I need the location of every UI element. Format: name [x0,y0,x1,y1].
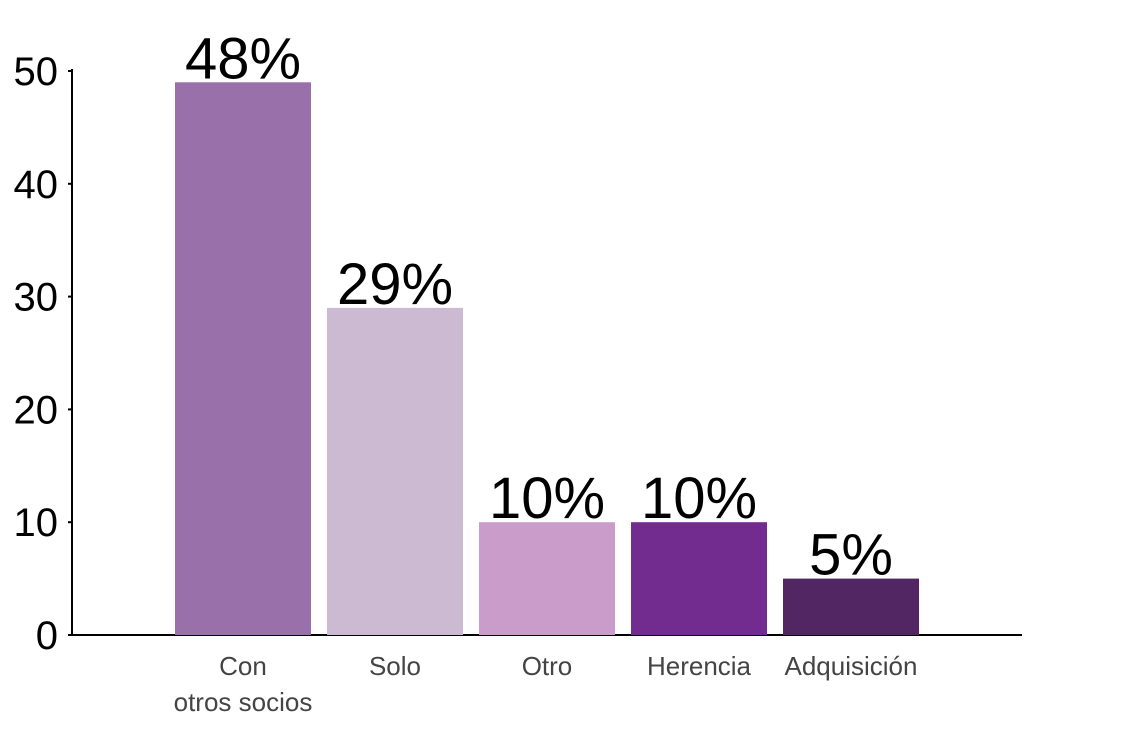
category-label: Con [219,651,267,681]
bar [479,522,615,635]
y-tick-label: 40 [14,163,59,207]
category-label: otros socios [174,687,313,717]
bar [783,578,919,635]
y-tick-label: 10 [14,501,59,545]
bar [631,522,767,635]
y-tick-label: 30 [14,276,59,320]
category-label: Otro [522,651,573,681]
bar [175,82,311,635]
data-label: 10% [489,466,605,531]
y-tick-label: 20 [14,388,59,432]
data-label: 5% [809,523,893,588]
y-tick-label: 50 [14,50,59,94]
y-tick-label: 0 [36,614,58,658]
bars [175,82,919,635]
bar [327,307,463,635]
data-label: 29% [337,252,453,317]
category-label: Adquisición [785,651,918,681]
category-labels: Con otros socios Solo Otro Herencia Adquisici… [174,651,918,717]
y-axis: 0 10 20 30 40 50 [14,50,73,658]
category-label: Herencia [647,651,752,681]
category-label: Solo [369,651,421,681]
data-labels: 48% 29% 10% 10% 5% [185,26,893,587]
data-label: 10% [641,466,757,531]
data-label: 48% [185,26,301,91]
